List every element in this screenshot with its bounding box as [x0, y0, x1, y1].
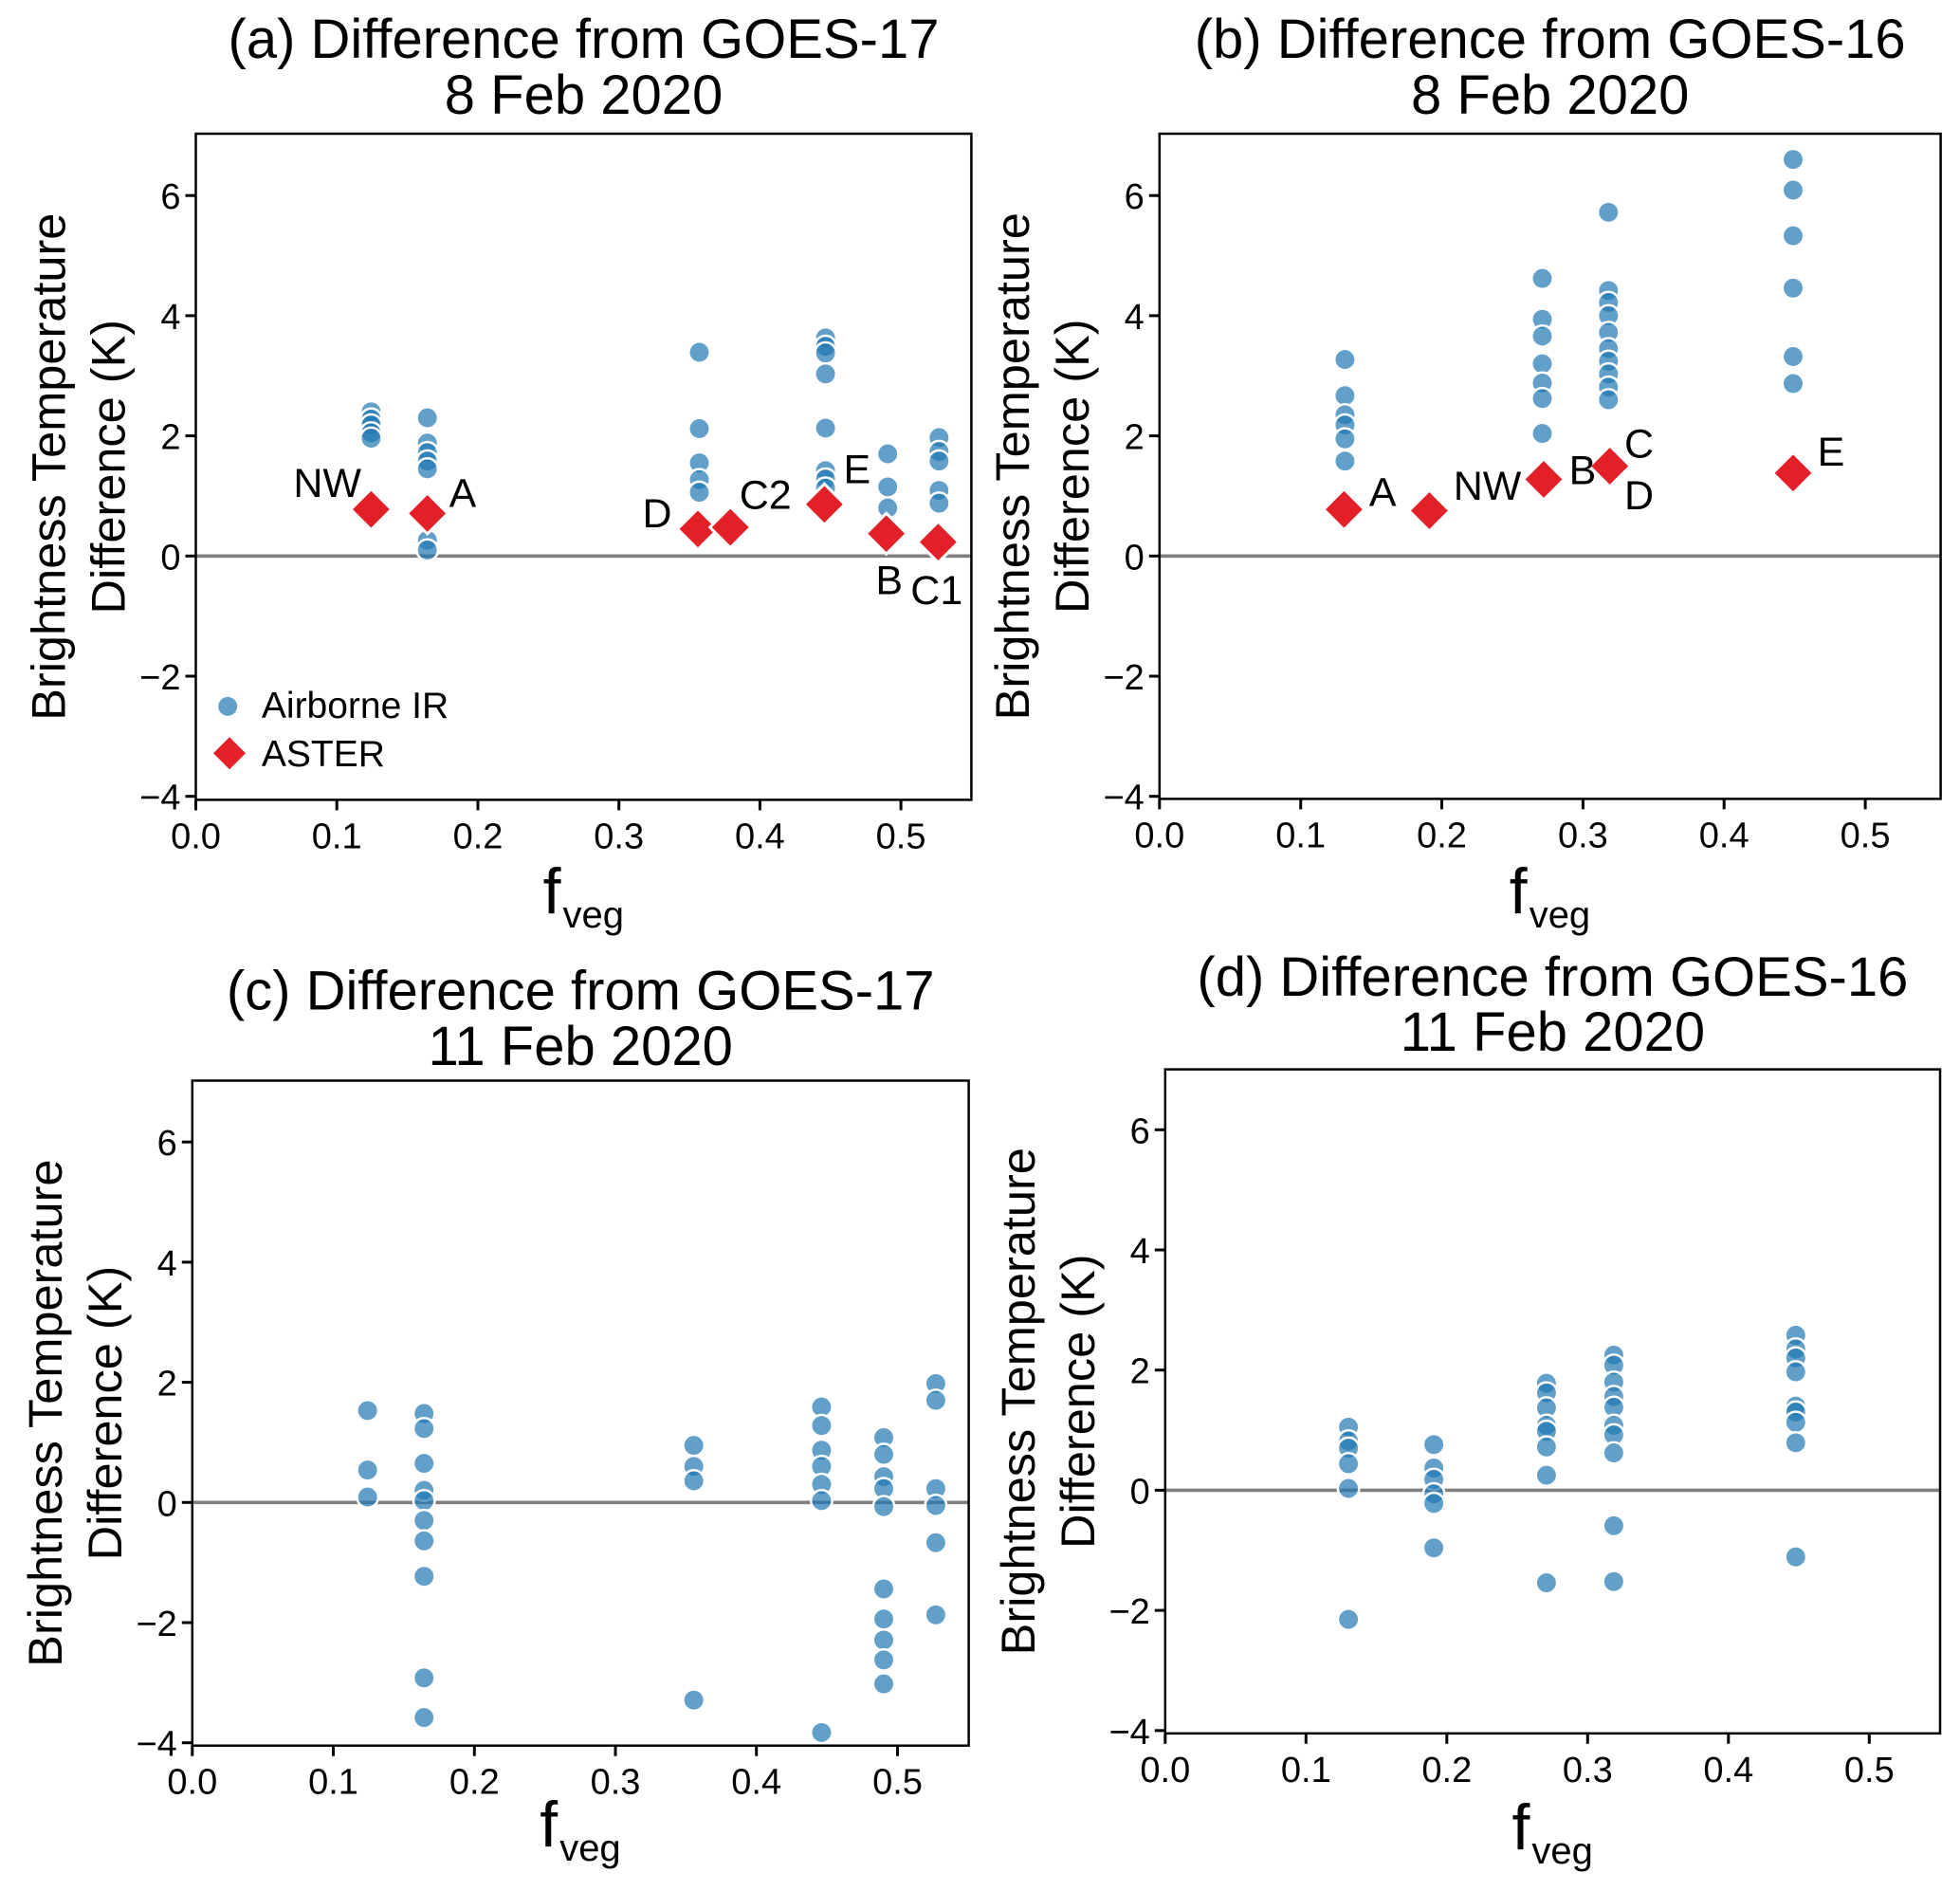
svg-text:A: A — [449, 470, 477, 516]
svg-text:B: B — [1569, 449, 1597, 494]
svg-text:Brightness Temperature: Brightness Temperature — [985, 212, 1039, 720]
svg-text:Difference (K): Difference (K) — [1045, 319, 1099, 614]
svg-text:−2: −2 — [139, 658, 180, 698]
svg-text:Brightness Temperature: Brightness Temperature — [22, 213, 76, 721]
svg-text:f: f — [1510, 855, 1528, 927]
svg-text:0.1: 0.1 — [312, 817, 362, 856]
svg-text:4: 4 — [1125, 298, 1145, 338]
svg-text:Difference (K): Difference (K) — [1051, 1254, 1105, 1549]
svg-text:6: 6 — [157, 1124, 177, 1164]
svg-text:NW: NW — [293, 461, 361, 506]
svg-text:C1: C1 — [910, 568, 962, 614]
svg-text:2: 2 — [1130, 1352, 1150, 1392]
svg-text:−2: −2 — [1103, 658, 1144, 698]
svg-text:−4: −4 — [139, 779, 180, 818]
svg-text:0.3: 0.3 — [1563, 1751, 1613, 1790]
svg-text:2: 2 — [157, 1365, 177, 1404]
svg-text:0.2: 0.2 — [1421, 1751, 1472, 1790]
svg-text:C: C — [1624, 422, 1654, 468]
svg-text:0.1: 0.1 — [308, 1763, 358, 1803]
svg-text:2: 2 — [160, 418, 180, 458]
svg-text:Difference (K): Difference (K) — [82, 320, 136, 615]
svg-text:8 Feb 2020: 8 Feb 2020 — [1411, 64, 1689, 126]
svg-text:4: 4 — [160, 298, 180, 338]
svg-text:D: D — [642, 491, 671, 537]
svg-text:E: E — [1818, 430, 1845, 475]
svg-text:−4: −4 — [136, 1725, 176, 1765]
svg-text:11 Feb 2020: 11 Feb 2020 — [1401, 1001, 1705, 1063]
svg-text:f: f — [540, 1789, 558, 1861]
svg-text:(c) Difference from GOES-17: (c) Difference from GOES-17 — [227, 961, 935, 1022]
svg-text:0.0: 0.0 — [171, 817, 221, 856]
svg-text:0.3: 0.3 — [594, 817, 644, 856]
svg-text:11 Feb 2020: 11 Feb 2020 — [428, 1016, 732, 1077]
svg-text:E: E — [844, 447, 871, 492]
svg-text:6: 6 — [1125, 177, 1145, 217]
svg-text:0.5: 0.5 — [872, 1763, 923, 1803]
svg-text:−4: −4 — [1108, 1713, 1149, 1753]
svg-text:(b) Difference from GOES-16: (b) Difference from GOES-16 — [1195, 9, 1906, 70]
svg-text:2: 2 — [1125, 418, 1145, 458]
svg-text:−2: −2 — [1108, 1592, 1149, 1632]
svg-text:0: 0 — [157, 1484, 177, 1524]
svg-text:0.5: 0.5 — [876, 817, 926, 856]
svg-text:A: A — [1369, 469, 1397, 515]
svg-text:−4: −4 — [1103, 779, 1144, 818]
svg-text:Difference (K): Difference (K) — [78, 1266, 132, 1561]
svg-text:0: 0 — [1130, 1472, 1150, 1512]
svg-text:6: 6 — [1130, 1111, 1150, 1151]
svg-text:veg: veg — [1531, 1830, 1593, 1872]
svg-text:0.1: 0.1 — [1275, 816, 1326, 855]
svg-text:0.3: 0.3 — [1558, 816, 1608, 855]
svg-text:0.4: 0.4 — [735, 817, 785, 856]
svg-text:veg: veg — [563, 894, 625, 936]
svg-text:0.2: 0.2 — [449, 1763, 500, 1803]
svg-text:0: 0 — [1125, 538, 1145, 578]
svg-text:0.0: 0.0 — [1140, 1751, 1190, 1790]
svg-text:Brightness Temperature: Brightness Temperature — [18, 1159, 72, 1666]
svg-text:(d) Difference from GOES-16: (d) Difference from GOES-16 — [1197, 946, 1908, 1008]
svg-text:B: B — [875, 558, 903, 603]
svg-text:0.0: 0.0 — [167, 1763, 217, 1803]
svg-text:8 Feb 2020: 8 Feb 2020 — [445, 64, 723, 126]
svg-text:0.4: 0.4 — [731, 1763, 781, 1803]
svg-text:0.4: 0.4 — [1699, 816, 1749, 855]
svg-text:0.4: 0.4 — [1703, 1751, 1753, 1790]
svg-text:f: f — [1511, 1791, 1530, 1863]
svg-text:4: 4 — [157, 1244, 177, 1284]
svg-text:0.0: 0.0 — [1134, 816, 1184, 855]
svg-text:NW: NW — [1454, 464, 1522, 509]
svg-text:0.5: 0.5 — [1841, 816, 1891, 855]
svg-text:4: 4 — [1130, 1232, 1150, 1272]
svg-text:0.1: 0.1 — [1281, 1751, 1331, 1790]
svg-text:veg: veg — [559, 1827, 621, 1869]
svg-text:D: D — [1624, 473, 1654, 519]
svg-text:−2: −2 — [136, 1605, 176, 1644]
svg-text:veg: veg — [1530, 894, 1591, 936]
svg-text:ASTER: ASTER — [262, 734, 385, 775]
svg-text:0: 0 — [160, 538, 180, 578]
svg-text:6: 6 — [160, 177, 180, 217]
svg-text:0.3: 0.3 — [591, 1763, 641, 1803]
svg-text:0.5: 0.5 — [1844, 1751, 1895, 1790]
svg-text:0.2: 0.2 — [453, 817, 504, 856]
svg-text:f: f — [543, 855, 561, 927]
svg-text:0.2: 0.2 — [1417, 816, 1467, 855]
svg-text:Airborne IR: Airborne IR — [262, 686, 449, 726]
svg-text:Brightness Temperature: Brightness Temperature — [991, 1147, 1045, 1655]
svg-text:C2: C2 — [740, 472, 792, 518]
svg-text:(a) Difference from GOES-17: (a) Difference from GOES-17 — [229, 9, 940, 70]
